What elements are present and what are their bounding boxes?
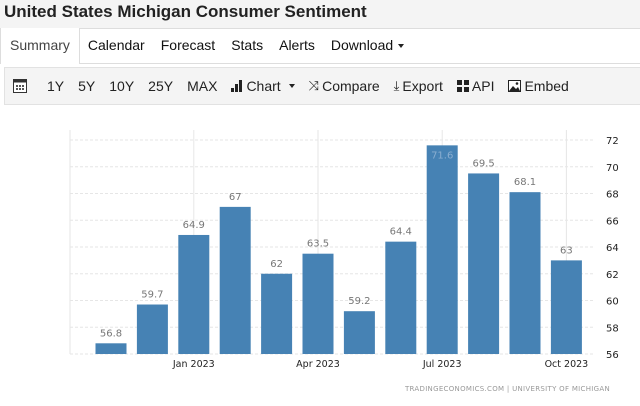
- tab-bar: Summary Calendar Forecast Stats Alerts D…: [0, 28, 640, 64]
- bar[interactable]: [468, 173, 500, 354]
- bar[interactable]: [95, 343, 127, 354]
- x-tick-label: Jul 2023: [422, 359, 462, 370]
- y-tick-label: 66: [606, 216, 619, 227]
- x-tick-label: Oct 2023: [545, 359, 589, 370]
- chart-type-button[interactable]: Chart: [231, 78, 295, 94]
- compare-label: Compare: [322, 78, 380, 94]
- tab-summary[interactable]: Summary: [0, 28, 80, 64]
- grid-icon: [456, 80, 469, 92]
- bar[interactable]: [385, 241, 417, 354]
- bar-chart: 56.8 59.7 64.9 67 62 63.5 59.2 64.4 71.6 69.5 68.1…: [69, 130, 619, 393]
- y-tick-label: 70: [606, 163, 619, 174]
- bar[interactable]: [136, 304, 168, 354]
- export-button[interactable]: ⤓ Export: [394, 78, 443, 94]
- shuffle-icon: ⤨: [308, 78, 320, 93]
- export-label: Export: [402, 78, 443, 94]
- x-tick-label: Jan 2023: [172, 359, 215, 370]
- range-5y[interactable]: 5Y: [78, 78, 96, 94]
- data-label: 68.1: [514, 177, 536, 188]
- embed-label: Embed: [524, 78, 569, 94]
- data-label: 63.5: [307, 239, 329, 250]
- tab-calendar[interactable]: Calendar: [87, 37, 145, 53]
- range-1y[interactable]: 1Y: [47, 78, 65, 94]
- api-label: API: [471, 78, 495, 94]
- y-tick-label: 64: [606, 243, 619, 254]
- bar-chart-icon: [231, 80, 243, 92]
- y-tick-label: 68: [606, 190, 619, 201]
- caret-down-icon: [398, 44, 405, 49]
- range-max[interactable]: MAX: [187, 78, 218, 94]
- compare-button[interactable]: ⤨ Compare: [309, 78, 380, 94]
- download-icon: ⤓: [393, 78, 400, 93]
- data-label: 59.7: [141, 290, 163, 301]
- bar[interactable]: [550, 260, 582, 354]
- bar[interactable]: [261, 273, 293, 354]
- data-label: 59.2: [348, 296, 370, 307]
- image-icon: [508, 80, 522, 92]
- api-button[interactable]: API: [456, 78, 495, 94]
- tab-download[interactable]: Download: [323, 28, 412, 64]
- bar[interactable]: [178, 234, 210, 354]
- source-label: TRADINGECONOMICS.COM | UNIVERSITY OF MIC…: [404, 385, 610, 393]
- y-tick-label: 56: [606, 350, 619, 361]
- range-25y[interactable]: 25Y: [148, 78, 174, 94]
- bar[interactable]: [426, 145, 458, 354]
- data-label: 62: [270, 259, 283, 270]
- embed-button[interactable]: Embed: [508, 78, 569, 94]
- data-label: 71.6: [431, 150, 453, 161]
- bar[interactable]: [509, 192, 541, 354]
- data-label: 63: [560, 245, 573, 256]
- y-tick-label: 62: [606, 270, 619, 281]
- calendar-icon[interactable]: [13, 79, 27, 93]
- data-label: 69.5: [472, 158, 494, 169]
- data-label: 67: [229, 192, 242, 203]
- y-tick-label: 72: [606, 136, 619, 147]
- page-title: United States Michigan Consumer Sentimen…: [0, 0, 640, 28]
- y-tick-label: 58: [606, 323, 619, 334]
- data-label: 64.9: [183, 220, 205, 231]
- download-label: Download: [330, 37, 394, 53]
- chart-toolbar: 1Y 5Y 10Y 25Y MAX Chart ⤨ Compare ⤓ Export…: [4, 67, 640, 105]
- bar[interactable]: [302, 253, 334, 354]
- x-tick-label: Apr 2023: [296, 359, 340, 370]
- bar[interactable]: [343, 311, 375, 354]
- tab-forecast[interactable]: Forecast: [160, 37, 216, 53]
- tab-alerts[interactable]: Alerts: [279, 37, 315, 53]
- bar[interactable]: [219, 206, 251, 354]
- tab-stats[interactable]: Stats: [231, 37, 264, 53]
- data-label: 56.8: [100, 328, 122, 339]
- chart-label: Chart: [246, 78, 281, 94]
- caret-down-icon: [288, 84, 295, 88]
- data-label: 64.4: [390, 227, 412, 238]
- y-tick-label: 60: [606, 297, 619, 308]
- range-10y[interactable]: 10Y: [109, 78, 135, 94]
